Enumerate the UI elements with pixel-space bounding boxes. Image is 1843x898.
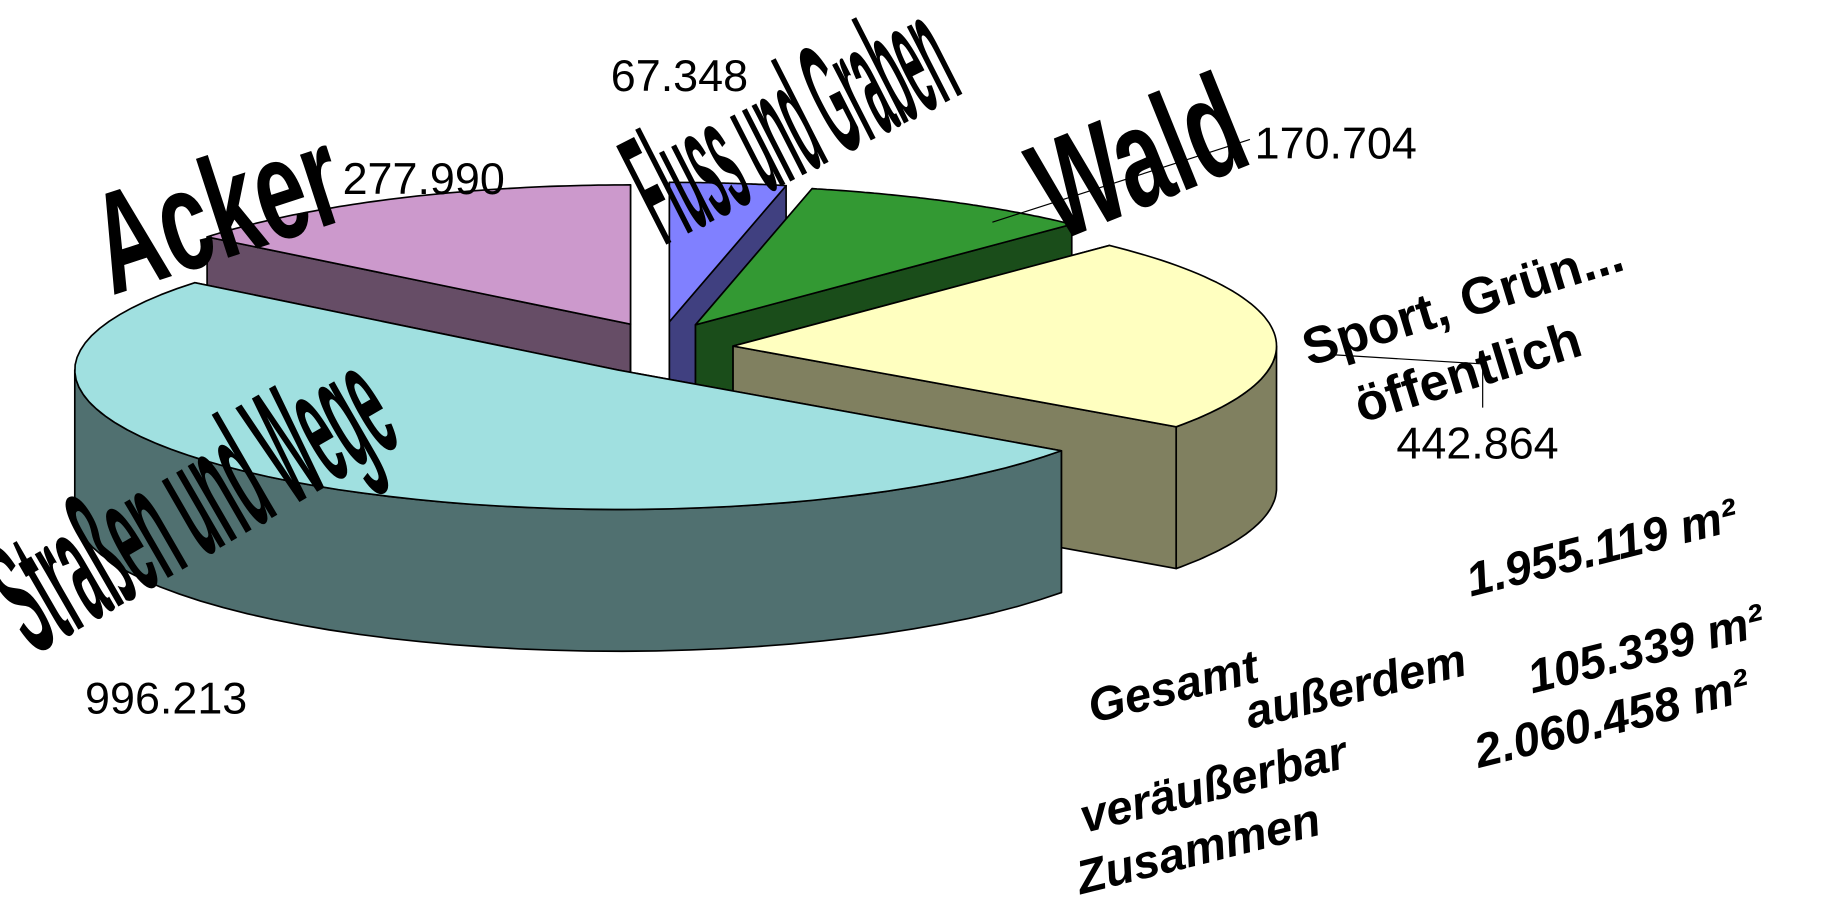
pie-slice [73, 281, 1063, 653]
leader-line [1329, 353, 1484, 408]
leader-line [992, 138, 1251, 223]
data-label: 442.864 [1396, 417, 1558, 468]
annotation: außerdem [1240, 634, 1472, 740]
slice-top [668, 181, 787, 323]
slice-top [732, 244, 1278, 428]
data-label: 277.990 [343, 153, 505, 204]
data-label: 67.348 [611, 50, 748, 101]
slice-top [694, 187, 1073, 326]
data-label: 996.213 [85, 673, 247, 724]
slice-top [74, 281, 1063, 511]
annotation: Gesamt [1083, 640, 1266, 734]
data-label: 170.704 [1255, 117, 1417, 168]
annotation: 1.955.119 m² [1461, 488, 1744, 607]
slice-top [206, 184, 632, 326]
